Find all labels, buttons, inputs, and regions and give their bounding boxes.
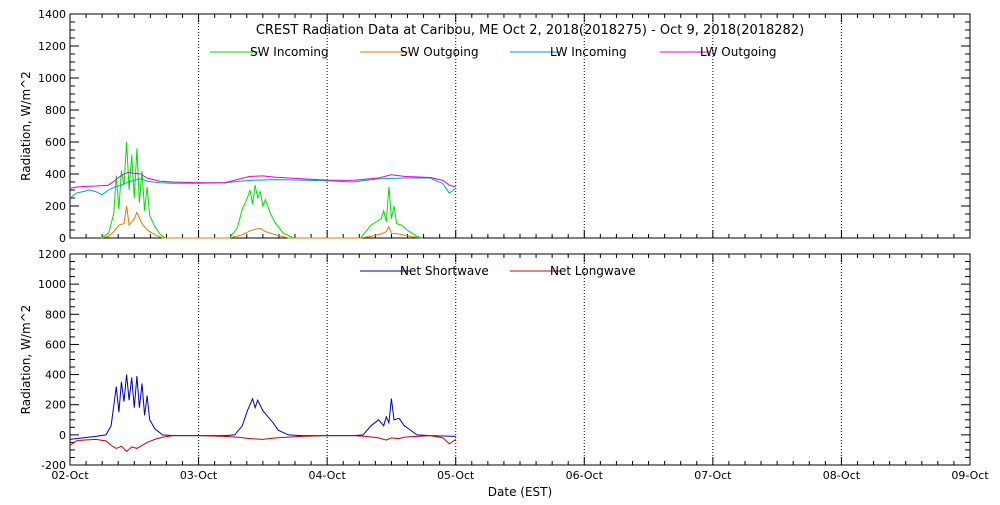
x-tick-label: 07-Oct xyxy=(694,469,732,482)
chart-title: CREST Radiation Data at Caribou, ME Oct … xyxy=(256,23,804,38)
legend-label: LW Outgoing xyxy=(700,45,777,59)
y-axis-title: Radiation, W/m^2 xyxy=(19,71,33,181)
x-tick-label: 06-Oct xyxy=(566,469,604,482)
legend-label: LW Incoming xyxy=(550,45,627,59)
y-tick-label: 1200 xyxy=(38,40,66,53)
x-tick-label: 04-Oct xyxy=(308,469,346,482)
x-tick-label: 02-Oct xyxy=(51,469,89,482)
y-tick-label: 1000 xyxy=(38,72,66,85)
y-tick-label: -200 xyxy=(41,459,66,472)
y-tick-label: 400 xyxy=(45,168,66,181)
series-line-sw-outgoing xyxy=(100,205,423,239)
chart-panel-2: 02-Oct 03-Oct 04-Oct 05-Oct 06-Oct 07-Oct 08-O… xyxy=(19,248,989,499)
y-tick-label: 800 xyxy=(45,104,66,117)
series-line-sw-incoming xyxy=(100,141,423,239)
x-tick-label: 05-Oct xyxy=(437,469,475,482)
legend-label: SW Incoming xyxy=(250,45,329,59)
series-line-net-shortwave xyxy=(69,374,456,440)
y-tick-label: 600 xyxy=(45,136,66,149)
y-tick-label: 0 xyxy=(59,232,66,245)
y-tick-label: 400 xyxy=(45,369,66,382)
y-tick-label: 1000 xyxy=(38,278,66,291)
series-line-lw-incoming xyxy=(69,177,457,199)
y-tick-label: 1200 xyxy=(38,248,66,261)
y-tick-label: 800 xyxy=(45,308,66,321)
x-tick-label: 03-Oct xyxy=(180,469,218,482)
y-tick-label: 200 xyxy=(45,200,66,213)
legend-label: SW Outgoing xyxy=(400,45,479,59)
series-line-net-longwave xyxy=(69,435,456,453)
legend-label: Net Shortwave xyxy=(400,264,489,278)
legend-label: Net Longwave xyxy=(550,264,636,278)
x-tick-label: 08-Oct xyxy=(823,469,861,482)
y-tick-label: 0 xyxy=(59,429,66,442)
plot-frame xyxy=(69,13,971,239)
x-tick-label: 09-Oct xyxy=(951,469,989,482)
x-axis-title: Date (EST) xyxy=(488,485,552,499)
plot-frame xyxy=(69,253,971,466)
y-tick-label: 600 xyxy=(45,338,66,351)
chart-panel-1: 0 200 400 600 800 1000 1200 1400 Radiation, W/m^… xyxy=(19,8,971,245)
y-tick-label: 200 xyxy=(45,399,66,412)
y-axis-title: Radiation, W/m^2 xyxy=(19,305,33,415)
y-tick-label: 1400 xyxy=(38,8,66,21)
series-line-lw-outgoing xyxy=(69,171,456,189)
